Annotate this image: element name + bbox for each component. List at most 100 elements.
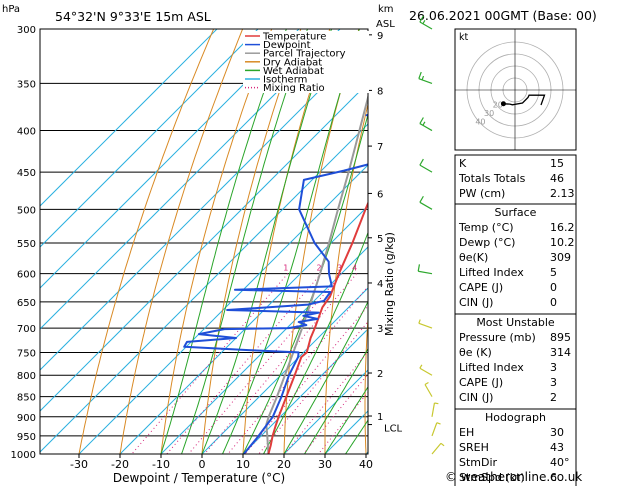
wind-feather-450-0: [419, 158, 424, 166]
lcl-label: LCL: [384, 424, 403, 435]
km-tick-3: 3: [377, 324, 383, 335]
pressure-tick-850: 850: [17, 393, 36, 404]
temperature-line: [267, 200, 368, 454]
dry-adiabat-110: [614, 17, 629, 458]
surface-indices-value-1: 10.2: [550, 236, 575, 249]
hodograph-indices-value-0: 30: [550, 426, 564, 439]
hodograph-indices-label-3: StmSpd (kt): [459, 471, 525, 484]
pressure-tick-550: 550: [17, 239, 36, 250]
hodograph-frame: [454, 28, 577, 151]
temp-tick--30: -30: [70, 458, 88, 471]
wind-feather-800-0: [419, 364, 423, 369]
hodograph-ring-label-40: 40: [475, 118, 485, 127]
unstable-indices-label-0: Pressure (mb): [459, 331, 536, 344]
pressure-tick-800: 800: [17, 371, 36, 382]
isotherm--10: [160, 246, 368, 454]
mixing-ratio-label-6: 6: [374, 264, 379, 273]
wind-staff-900: [431, 402, 436, 417]
isotherm--90: [40, 29, 259, 248]
km-tick-4: 4: [377, 279, 383, 290]
wind-barb-950: [431, 422, 441, 437]
km-tick-6: 6: [377, 189, 383, 200]
dry-adiabat--30: [78, 29, 215, 454]
unstable-indices-value-0: 895: [550, 331, 571, 344]
thermo-grid: 12346810152025: [40, 17, 629, 458]
dry-adiabat-0: [201, 29, 302, 454]
basic-indices-label-2: PW (cm): [459, 187, 505, 200]
isotherm--50: [40, 82, 368, 412]
basic-indices-value-0: 15: [550, 157, 564, 170]
hodograph-storm-motion: [500, 101, 506, 107]
hodograph-indices-box: [454, 408, 577, 490]
temp-tick-10: 10: [236, 458, 250, 471]
surface-indices-box: [454, 203, 577, 315]
unstable-indices-label-3: CAPE (J): [459, 376, 503, 389]
legend-label-0: Temperature: [262, 32, 326, 43]
wind-feather-400-1: [422, 121, 426, 126]
pressure-tick-700: 700: [17, 324, 36, 335]
legend-label-4: Wet Adiabat: [263, 66, 324, 77]
hodograph-indices-title: Hodograph: [485, 411, 546, 424]
mixing-ratio-6: [227, 285, 368, 454]
mixing-ratio-15: [283, 350, 368, 454]
unstable-indices-box: [454, 313, 577, 410]
hodograph-ring-label-20: 20: [493, 100, 503, 109]
isotherm-0: [201, 287, 368, 454]
pressure-tick-750: 750: [17, 348, 36, 359]
mixing-ratio-label-20: 20: [443, 264, 453, 273]
hodograph-kt-label: kt: [459, 32, 469, 43]
datetime-label: 26.06.2021 00GMT (Base: 00): [409, 8, 597, 23]
km-label: km: [378, 4, 394, 15]
wet-adiabat-25: [303, 347, 368, 454]
pressure-tick-400: 400: [17, 127, 36, 138]
wind-feather-1000-0: [440, 442, 445, 447]
hpa-label: hPa: [2, 4, 20, 15]
axes: 3003504004505005506006507007508008509009…: [11, 25, 403, 471]
temp-tick-0: 0: [199, 458, 206, 471]
wind-staff-700: [418, 322, 433, 329]
km-tick-7: 7: [377, 142, 383, 153]
surface-indices-value-4: 0: [550, 281, 557, 294]
temp-tick--10: -10: [152, 458, 170, 471]
hodograph-trace: [503, 94, 546, 106]
pressure-tick-350: 350: [17, 79, 36, 90]
legend-label-5: Isotherm: [263, 75, 307, 86]
unstable-indices-label-1: θe (K): [459, 346, 492, 359]
wind-feather-300-1: [422, 19, 426, 25]
wind-staff-500: [419, 201, 433, 210]
mixing-ratio-20: [302, 373, 368, 454]
wind-staff-1000: [431, 442, 442, 455]
x-axis-label: Dewpoint / Temperature (°C): [113, 471, 285, 485]
unstable-indices-value-3: 3: [550, 376, 557, 389]
mixing-ratio-label-10: 10: [401, 264, 411, 273]
surface-indices-value-3: 5: [550, 266, 557, 279]
km-tick-1: 1: [377, 412, 383, 423]
basic-indices-value-1: 46: [550, 172, 564, 185]
mixing-ratio-label-1: 1: [283, 264, 288, 273]
wind-feather-500-0: [419, 195, 424, 203]
legend-label-3: Dry Adiabat: [263, 57, 322, 68]
surface-indices-value-0: 16.2: [550, 221, 575, 234]
isotherm--40: [40, 123, 368, 453]
basic-indices-label-0: K: [459, 157, 467, 170]
wind-profile: [417, 15, 445, 455]
hodograph-indices-value-1: 43: [550, 441, 564, 454]
basic-indices-label-1: Totals Totals: [458, 172, 526, 185]
wind-feather-350-1: [421, 75, 425, 81]
wind-barb-600: [417, 264, 433, 275]
hodograph-indices-label-2: StmDir: [459, 456, 498, 469]
wet-adiabat--10: [160, 29, 287, 454]
mixing-ratio-label-3: 3: [337, 264, 342, 273]
isotherm--20: [119, 205, 368, 454]
isotherm-10: [242, 328, 368, 454]
asl-label: ASL: [376, 19, 395, 30]
dry-adiabat-100: [581, 17, 612, 458]
wind-staff-950: [431, 422, 438, 437]
unstable-indices-value-4: 2: [550, 391, 557, 404]
wet-adiabat--5: [180, 29, 309, 454]
wind-feather-350-0: [418, 71, 422, 79]
wind-staff-800: [419, 367, 433, 376]
